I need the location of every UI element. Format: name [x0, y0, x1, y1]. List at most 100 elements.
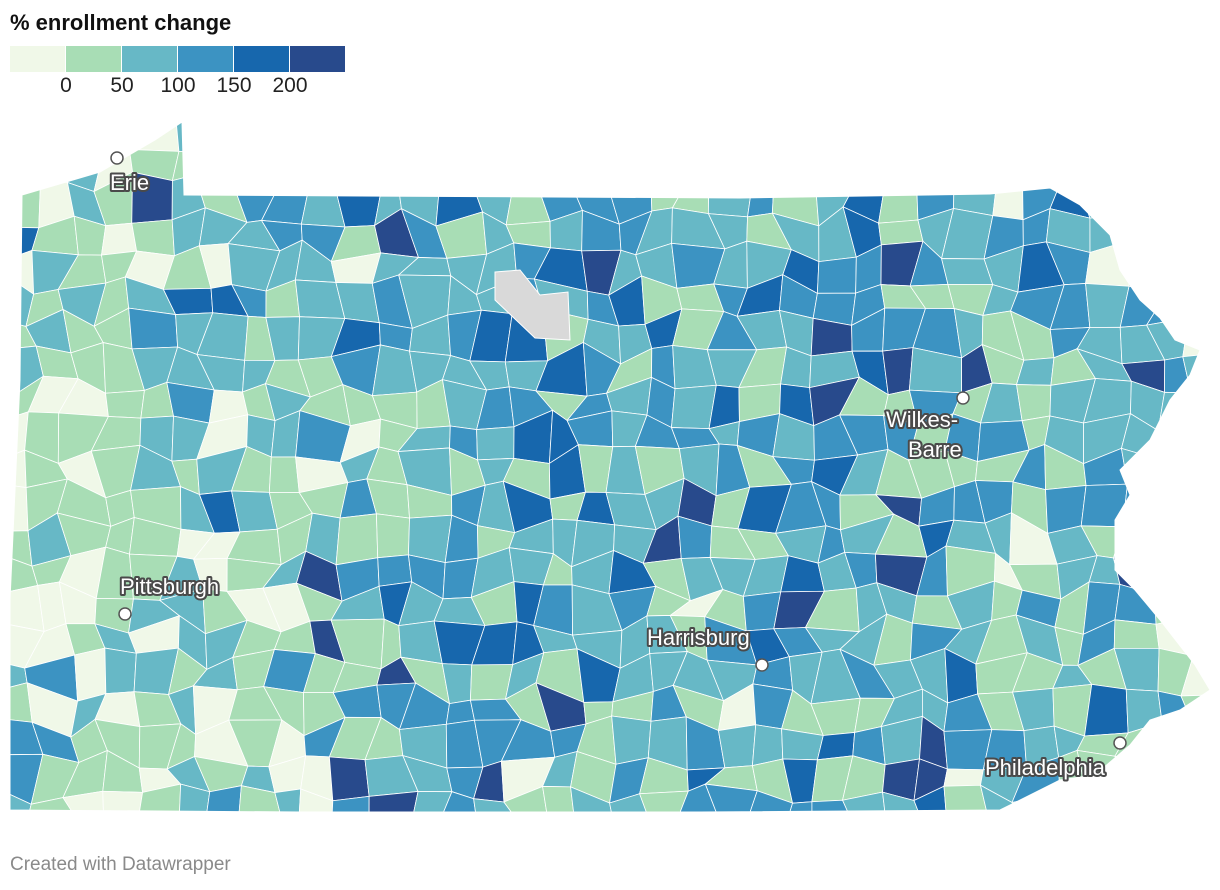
- city-dot: [110, 151, 124, 165]
- school-district: [10, 584, 45, 632]
- school-district: [718, 122, 755, 161]
- school-district: [1154, 592, 1201, 625]
- school-district: [1118, 144, 1168, 194]
- school-district: [811, 122, 855, 151]
- school-district: [101, 222, 138, 256]
- school-district: [943, 768, 984, 787]
- school-district: [916, 148, 956, 182]
- school-district: [1057, 122, 1085, 154]
- school-district: [885, 148, 923, 182]
- school-district: [1125, 214, 1152, 247]
- school-district: [1158, 522, 1196, 560]
- legend-color-scale: [10, 46, 346, 72]
- city-label: Harrisburg: [647, 625, 750, 650]
- school-district: [503, 785, 552, 812]
- school-district: [131, 219, 175, 257]
- school-district: [1149, 122, 1192, 151]
- school-district: [32, 122, 73, 150]
- legend-tick: 200: [272, 74, 308, 97]
- school-district: [174, 122, 212, 153]
- school-district: [914, 122, 956, 159]
- school-district: [810, 317, 853, 357]
- school-district: [1180, 209, 1210, 247]
- school-district: [408, 514, 453, 564]
- school-district: [611, 715, 652, 765]
- school-district: [1130, 791, 1149, 812]
- school-district: [878, 219, 924, 246]
- city-philadelphia: Philadelphia: [983, 736, 1127, 782]
- school-district: [609, 793, 651, 812]
- school-district: [192, 146, 242, 176]
- school-district: [841, 791, 888, 812]
- school-district: [264, 122, 315, 156]
- legend-swatch: [66, 46, 121, 72]
- school-district: [333, 148, 385, 183]
- legend-swatch: [122, 46, 177, 72]
- school-district: [473, 798, 517, 812]
- school-district: [377, 554, 413, 587]
- school-district: [643, 122, 680, 148]
- city-label: Philadelphia: [985, 755, 1106, 780]
- school-district: [811, 137, 855, 187]
- school-district: [402, 122, 452, 158]
- school-district: [1188, 276, 1210, 326]
- school-district: [668, 122, 722, 157]
- state-outline: [9, 121, 1211, 813]
- school-district: [740, 790, 794, 812]
- school-district: [783, 122, 819, 158]
- school-district: [1145, 223, 1198, 247]
- school-district: [1114, 755, 1152, 800]
- school-district: [434, 791, 480, 812]
- school-district: [500, 122, 544, 157]
- district-polygons: [10, 122, 1210, 812]
- school-district: [1190, 392, 1210, 423]
- school-district: [1153, 421, 1199, 459]
- school-district: [605, 146, 652, 184]
- school-district: [368, 791, 419, 812]
- school-district: [274, 788, 302, 812]
- school-district: [330, 122, 380, 151]
- school-district: [1154, 554, 1201, 595]
- school-district: [844, 122, 889, 154]
- school-district: [671, 384, 717, 430]
- school-district: [1145, 172, 1197, 229]
- school-district: [136, 783, 182, 812]
- school-district: [542, 786, 577, 812]
- school-district: [573, 155, 608, 191]
- school-district: [1077, 145, 1121, 194]
- school-district: [1050, 786, 1086, 812]
- city-label: Wilkes-: [886, 407, 958, 432]
- school-district: [816, 256, 857, 294]
- school-district: [717, 724, 757, 769]
- school-district: [1119, 171, 1168, 229]
- city-erie: Erie: [108, 151, 151, 197]
- school-district: [844, 149, 888, 187]
- school-district: [366, 150, 413, 193]
- school-district: [1180, 694, 1210, 733]
- school-district: [747, 172, 775, 218]
- school-district: [643, 144, 685, 188]
- school-district: [298, 788, 334, 812]
- school-district: [639, 790, 689, 812]
- school-district: [1113, 522, 1166, 560]
- school-district: [1194, 554, 1210, 594]
- school-district: [105, 389, 145, 419]
- school-district: [1182, 352, 1210, 398]
- school-district: [1084, 683, 1129, 737]
- school-district: [949, 122, 991, 159]
- school-district: [953, 140, 996, 194]
- school-district: [229, 146, 280, 189]
- city-wilkes-barre: Wilkes- Barre: [884, 391, 970, 464]
- school-district: [10, 449, 27, 489]
- school-district: [376, 513, 410, 559]
- school-district: [1181, 788, 1210, 812]
- legend-swatch: [10, 46, 65, 72]
- school-district: [878, 179, 919, 224]
- school-district: [192, 122, 242, 153]
- school-district: [438, 152, 471, 195]
- school-district: [1158, 479, 1196, 528]
- school-district: [751, 724, 784, 767]
- school-district: [178, 783, 211, 812]
- school-district: [104, 647, 137, 695]
- school-district: [1083, 786, 1133, 812]
